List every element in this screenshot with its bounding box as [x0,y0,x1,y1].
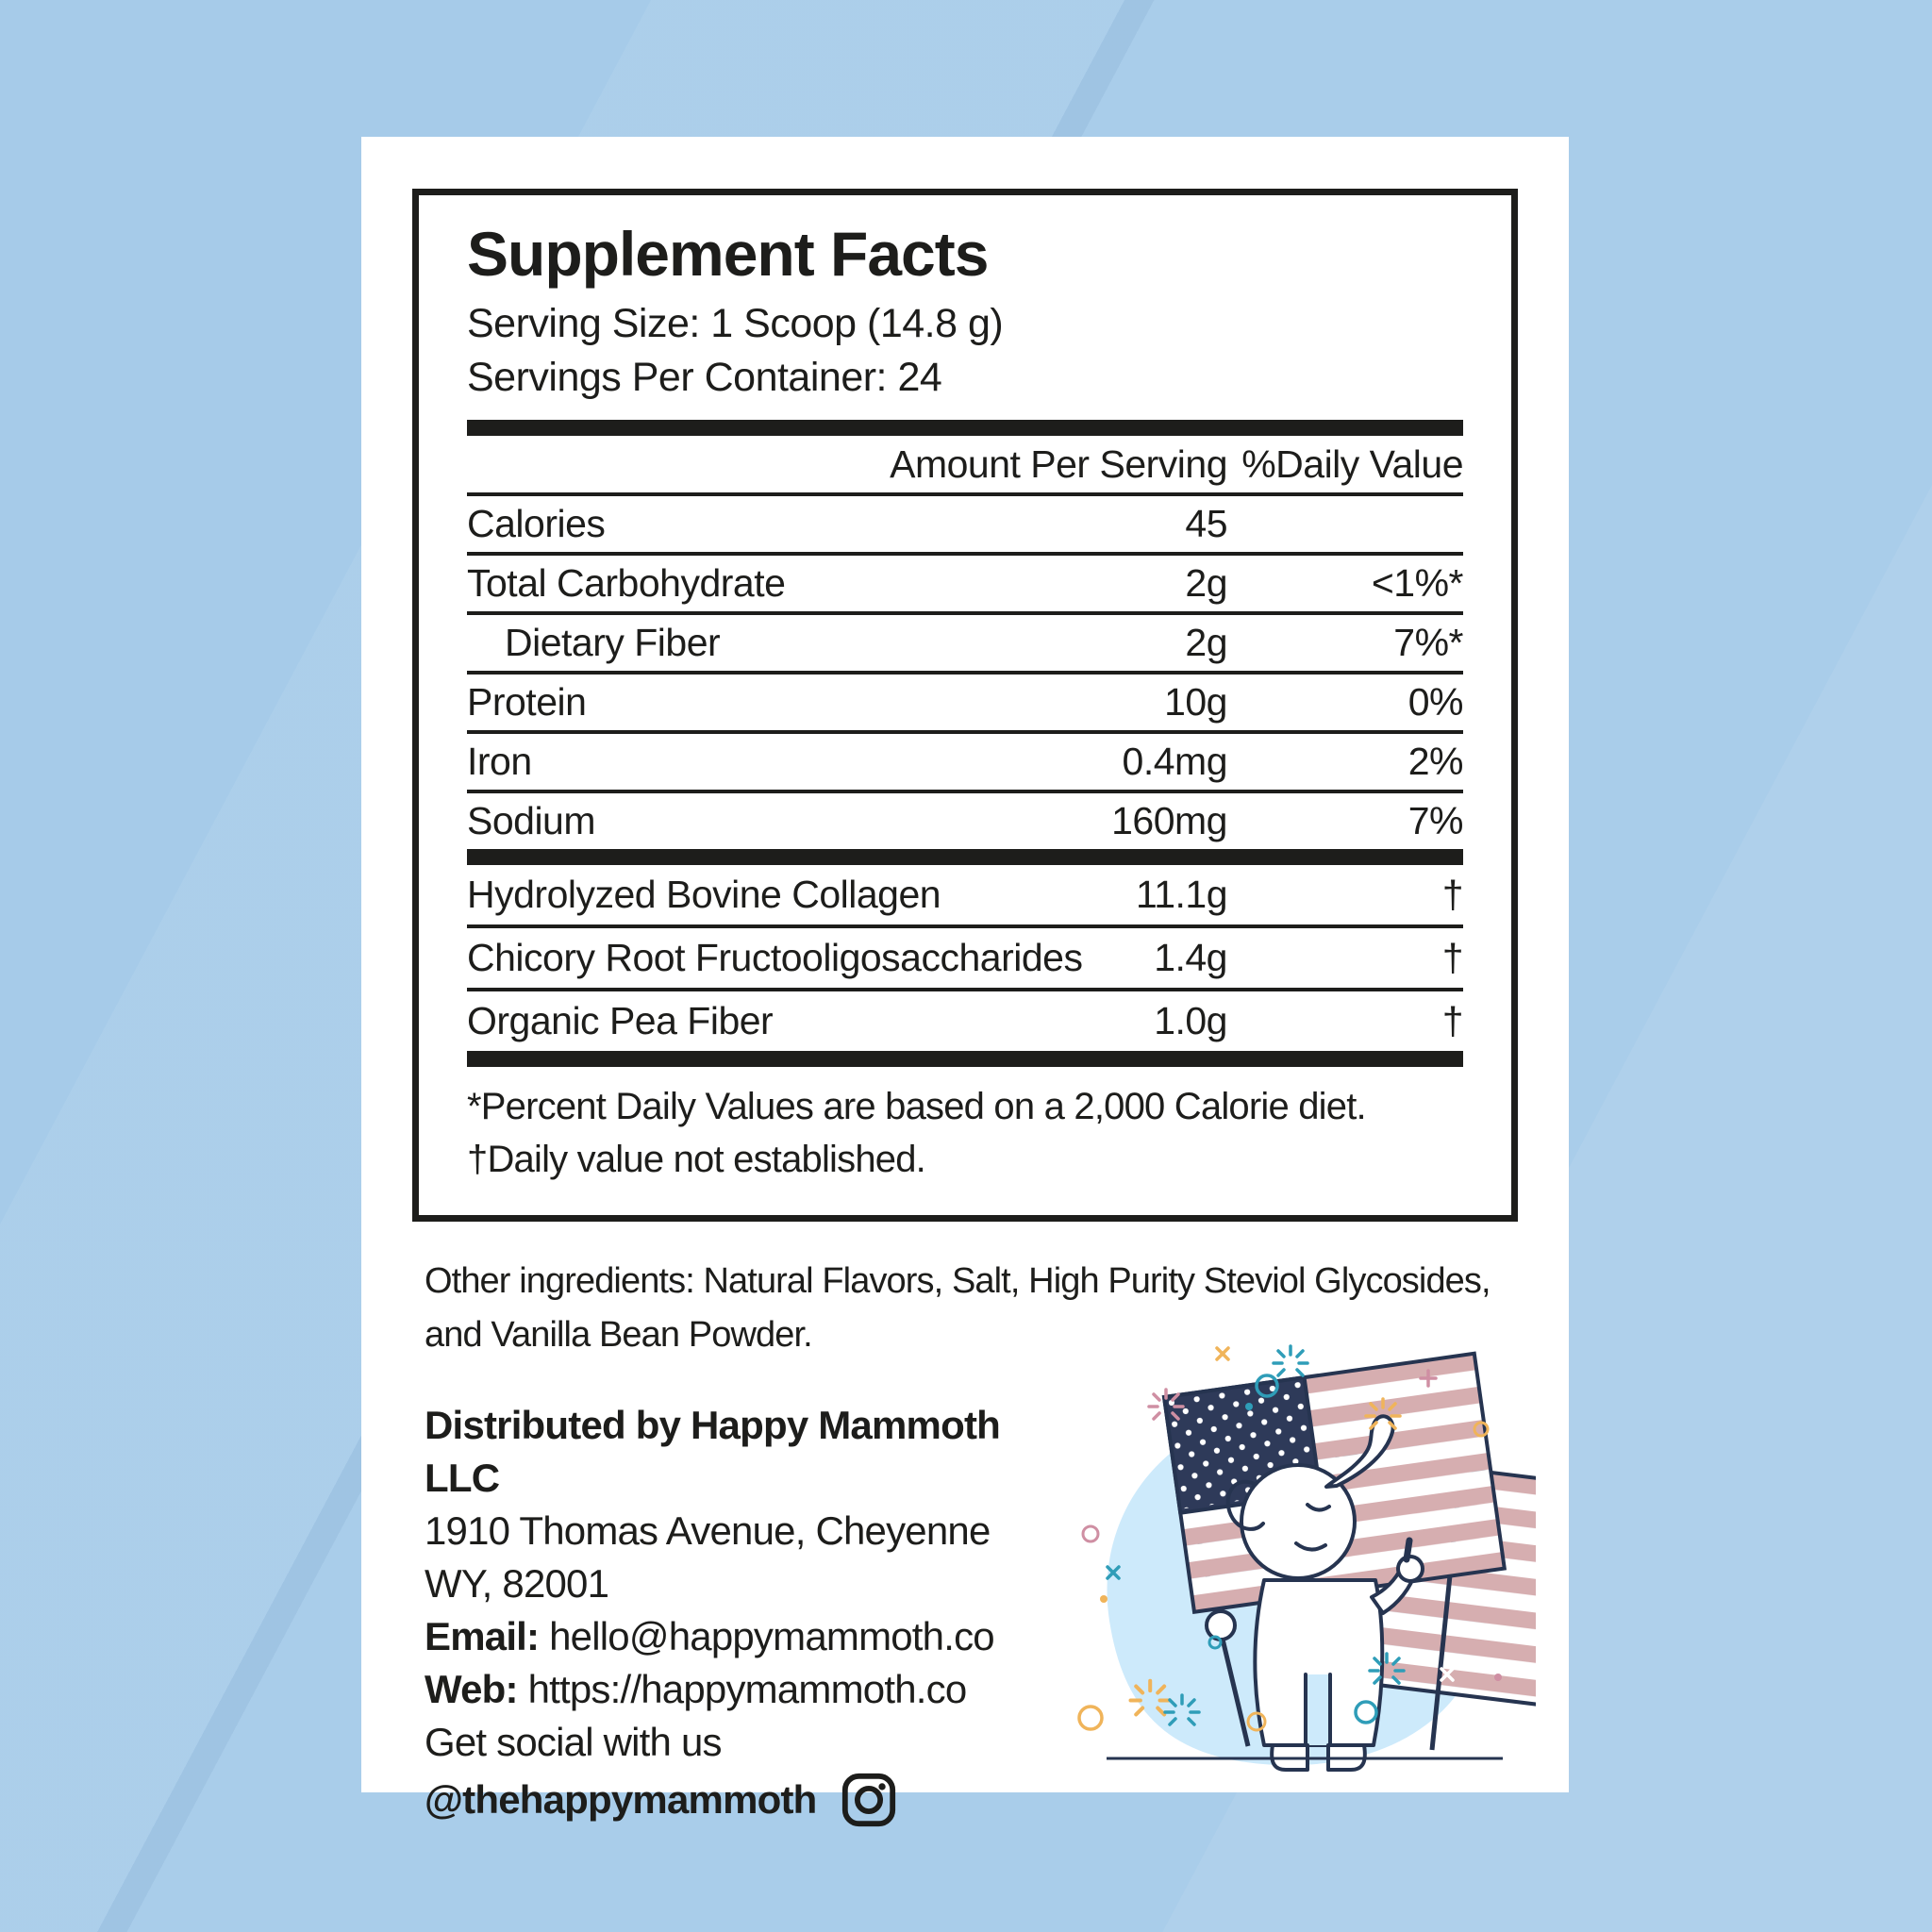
column-header-daily-value: %Daily Value [1241,441,1463,486]
instagram-icon [841,1773,895,1827]
mammoth-flags-illustration [1077,1344,1536,1772]
nutrient-name: Protein [467,680,587,724]
footnote-percent-dv: *Percent Daily Values are based on a 2,0… [467,1086,1367,1127]
label-card: Supplement Facts Serving Size: 1 Scoop (… [361,137,1569,1827]
nutrient-row: Total Carbohydrate 2g <1%* [467,556,1464,615]
nutrient-row: Protein 10g 0% [467,675,1464,734]
other-ingredients-line: and Vanilla Bean Powder. [425,1315,813,1355]
email-value: hello@happymammoth.co [549,1614,995,1658]
nutrient-row: Calories 45 [467,496,1463,556]
ingredient-name: Chicory Root Fructooligosaccharides [467,936,1083,979]
servings-per-container: Servings Per Container: 24 [467,355,942,400]
supplement-facts-panel: Supplement Facts Serving Size: 1 Scoop (… [412,189,1518,1222]
nutrient-dv: 0% [1407,680,1464,724]
email-label: Email: [425,1614,540,1658]
web-value: https://happymammoth.co [527,1667,968,1711]
social-row: @thehappymammoth [425,1771,1075,1829]
footnotes: *Percent Daily Values are based on a 2,0… [467,1080,1463,1186]
web-label: Web: [425,1667,518,1711]
serving-size: Serving Size: 1 Scoop (14.8 g) [467,301,1004,346]
nutrient-name: Calories [467,502,606,545]
other-ingredients: Other ingredients: Natural Flavors, Salt… [425,1255,1547,1362]
nutrient-amount: 45 [1185,502,1227,545]
ingredient-dv: † [1441,999,1464,1042]
nutrient-dv: 7%* [1393,621,1463,664]
panel-title: Supplement Facts [467,219,989,289]
ingredient-name: Hydrolyzed Bovine Collagen [467,873,941,916]
nutrient-dv: 7% [1407,799,1464,842]
social-invite: Get social with us [425,1720,723,1764]
ingredient-dv: † [1441,873,1464,916]
nutrient-amount: 2g [1185,561,1227,605]
other-ingredients-line: Other ingredients: Natural Flavors, Salt… [425,1261,1491,1301]
ingredient-amount: 11.1g [1135,873,1228,916]
thick-divider [467,1051,1463,1067]
nutrient-name: Sodium [467,799,596,842]
distributor-address-line1: 1910 Thomas Avenue, Cheyenne [425,1508,991,1553]
distributor-web-line: Web: https://happymammoth.co [425,1663,1075,1716]
ingredient-dv: † [1441,936,1464,979]
nutrient-dv: 2% [1407,740,1464,783]
distributor-address-line2: WY, 82001 [425,1561,609,1606]
nutrient-row: Dietary Fiber 2g 7%* [467,615,1464,675]
table-header: Amount Per Serving %Daily Value [467,436,1464,496]
nutrient-name: Dietary Fiber [505,621,721,664]
nutrient-amount: 10g [1164,680,1227,724]
ingredient-name: Organic Pea Fiber [467,999,774,1042]
nutrient-amount: 0.4mg [1122,740,1228,783]
nutrient-row: Iron 0.4mg 2% [467,734,1464,793]
mammoth-icon [1205,1414,1424,1772]
nutrient-row: Sodium 160mg 7% [467,793,1464,849]
nutrient-amount: 2g [1185,621,1227,664]
active-ingredient-row: Hydrolyzed Bovine Collagen 11.1g † [467,865,1464,928]
nutrient-dv: <1%* [1371,561,1464,605]
distributor-name: Distributed by Happy Mammoth LLC [425,1403,1001,1500]
ingredient-amount: 1.0g [1154,999,1227,1042]
distributor-block: Distributed by Happy Mammoth LLC 1910 Th… [425,1399,1075,1829]
thick-divider [467,849,1463,865]
nutrient-amount: 160mg [1111,799,1227,842]
footnote-dagger: †Daily value not established. [467,1139,926,1180]
nutrient-name: Iron [467,740,532,783]
ingredient-amount: 1.4g [1154,936,1227,979]
active-ingredient-row: Organic Pea Fiber 1.0g † [467,991,1464,1051]
distributor-email-line: Email: hello@happymammoth.co [425,1610,1075,1663]
thick-divider [467,420,1463,436]
column-header-amount: Amount Per Serving [890,441,1227,486]
active-ingredient-row: Chicory Root Fructooligosaccharides 1.4g… [467,928,1464,991]
nutrient-name: Total Carbohydrate [467,561,786,605]
instagram-handle: @thehappymammoth [425,1777,817,1822]
